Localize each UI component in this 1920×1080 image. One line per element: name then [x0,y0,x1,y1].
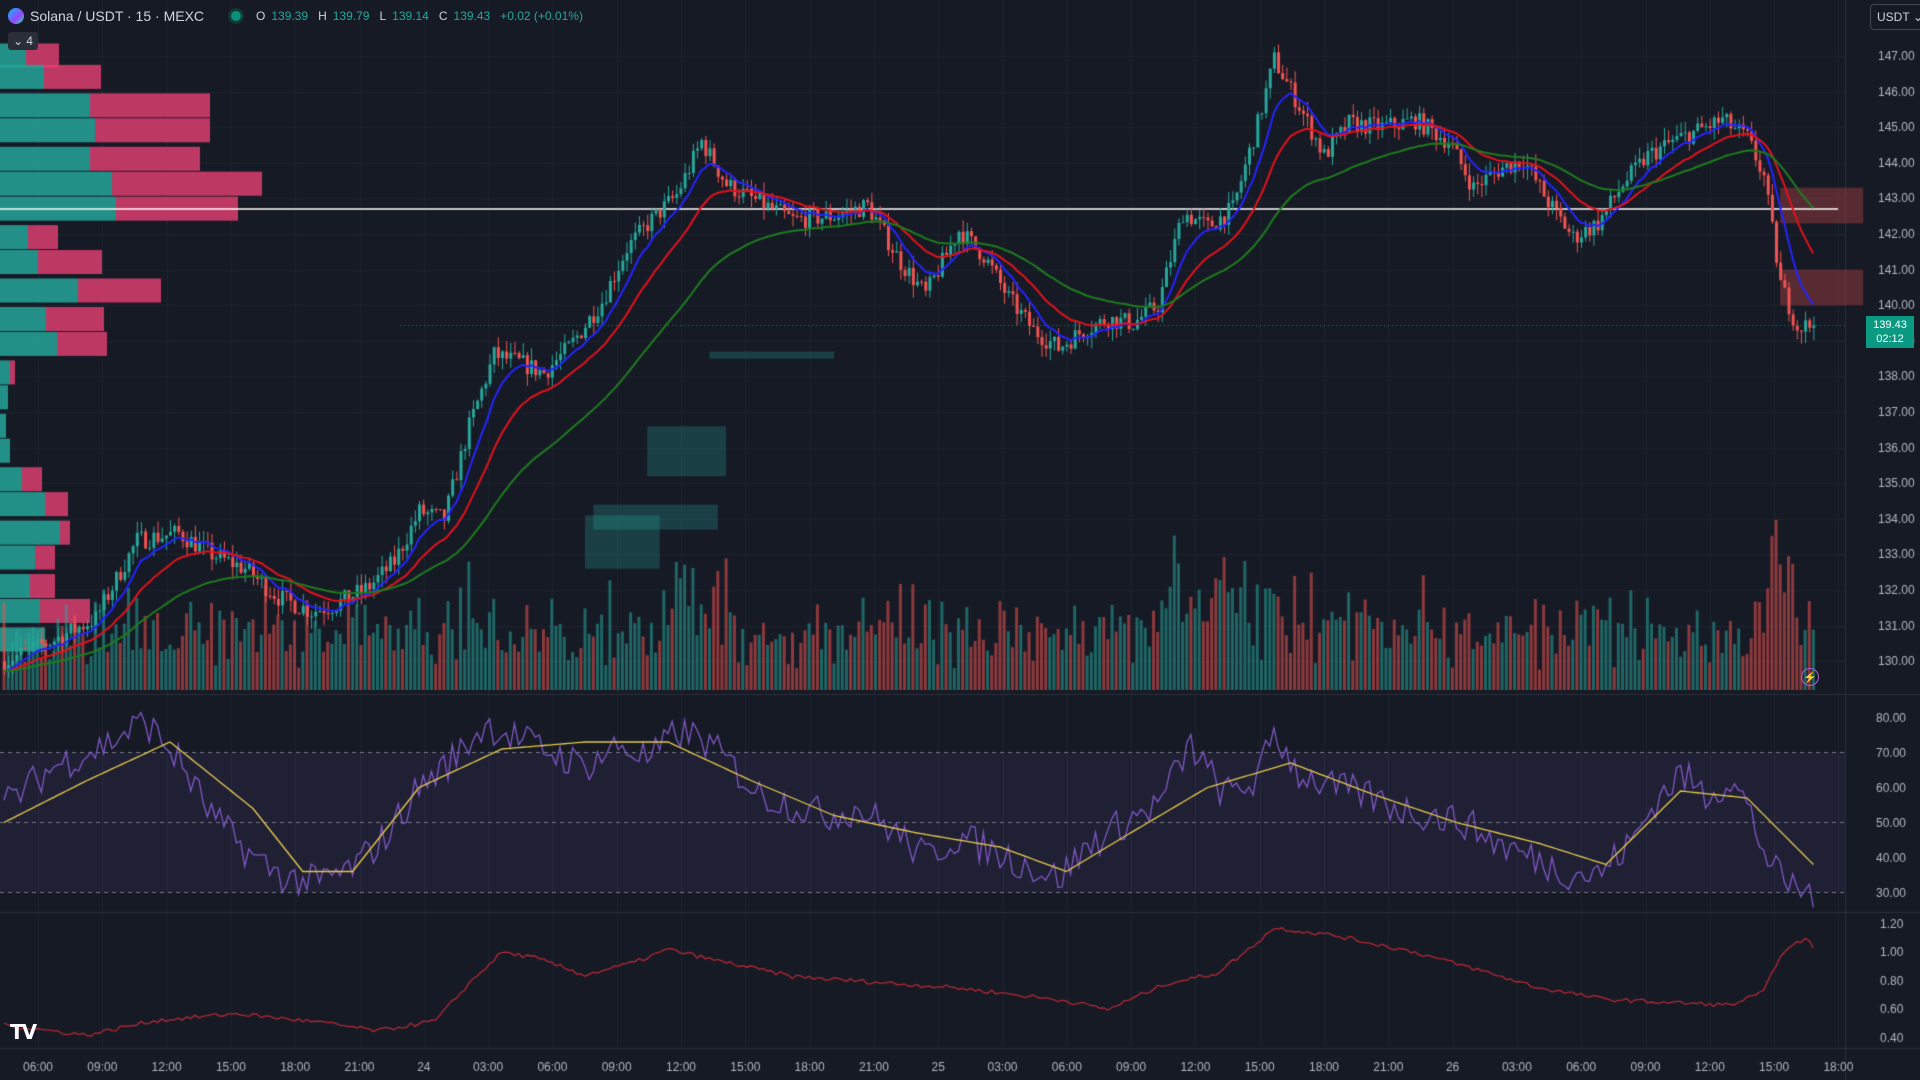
chevron-down-icon: ⌄ [13,34,24,48]
lightning-icon[interactable]: ⚡ [1801,668,1819,686]
symbol-title[interactable]: Solana / USDT · 15 · MEXC [30,8,205,24]
currency-selector[interactable]: USDT ⌄ [1870,4,1920,30]
indicator-count: 4 [26,34,33,48]
open-value: 139.39 [271,9,309,23]
currency-label: USDT [1877,10,1910,24]
change-value: +0.02 (+0.01%) [500,9,583,23]
close-label: C [438,9,448,23]
solana-logo-icon [8,8,24,24]
close-value: 139.43 [453,9,491,23]
last-price: 139.43 [1873,319,1907,331]
last-price-tag: 139.43 02:12 [1866,316,1914,348]
low-label: L [379,9,387,23]
high-value: 139.79 [332,9,370,23]
open-label: O [256,9,266,23]
bar-countdown: 02:12 [1876,333,1904,345]
tradingview-logo-icon[interactable]: TV [10,1020,37,1044]
indicators-collapse-button[interactable]: ⌄ 4 [8,32,38,50]
market-status-icon [228,8,245,24]
high-label: H [318,9,327,23]
symbol-legend[interactable]: Solana / USDT · 15 · MEXC O 139.39 H 139.7… [8,6,587,26]
low-value: 139.14 [392,9,429,23]
chevron-down-icon: ⌄ [1913,10,1920,24]
